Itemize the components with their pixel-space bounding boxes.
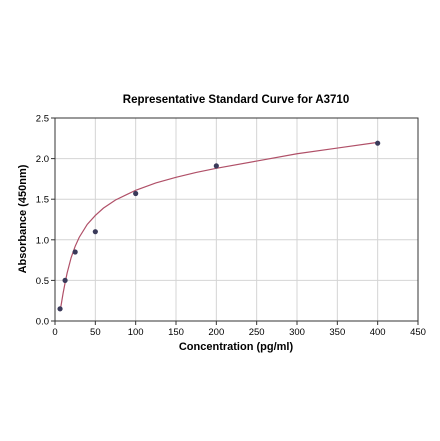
- x-tick-label: 50: [90, 327, 101, 338]
- x-tick-label: 150: [168, 327, 184, 338]
- grid-lines: [55, 118, 418, 321]
- x-tick-label: 0: [52, 327, 57, 338]
- x-tick-label: 350: [329, 327, 345, 338]
- y-tick-label: 2.5: [36, 114, 49, 125]
- y-tick-label: 0.5: [36, 276, 49, 287]
- data-points: [57, 140, 381, 312]
- x-tick-label: 300: [289, 327, 305, 338]
- data-point: [72, 249, 78, 255]
- x-tick-label: 450: [410, 327, 426, 338]
- data-point: [62, 277, 68, 283]
- y-axis-label: Absorbance (450nm): [17, 164, 29, 273]
- y-tick-label: 2.0: [36, 154, 49, 165]
- data-point: [375, 140, 381, 146]
- x-tick-label: 200: [208, 327, 224, 338]
- x-tick-label: 400: [370, 327, 386, 338]
- y-tick-label: 1.0: [36, 235, 49, 246]
- x-tick-label: 250: [249, 327, 265, 338]
- data-point: [213, 163, 219, 169]
- plot-frame: [54, 117, 419, 322]
- data-point: [57, 306, 63, 312]
- data-point: [92, 229, 98, 235]
- y-tick-label: 0.0: [36, 317, 49, 328]
- y-tick-label: 1.5: [36, 195, 49, 206]
- fitted-curve: [59, 141, 378, 312]
- data-point: [133, 190, 139, 197]
- x-axis-ticks: 0 50 100 150 200 250 300 350 400 450: [52, 321, 426, 338]
- y-axis-ticks: 0.0 0.5 1.0 1.5 2.0 2.5: [36, 114, 55, 328]
- x-axis-label: Concentration (pg/ml): [179, 341, 294, 353]
- x-tick-label: 100: [128, 327, 144, 338]
- chart-title: Representative Standard Curve for A3710: [123, 94, 349, 106]
